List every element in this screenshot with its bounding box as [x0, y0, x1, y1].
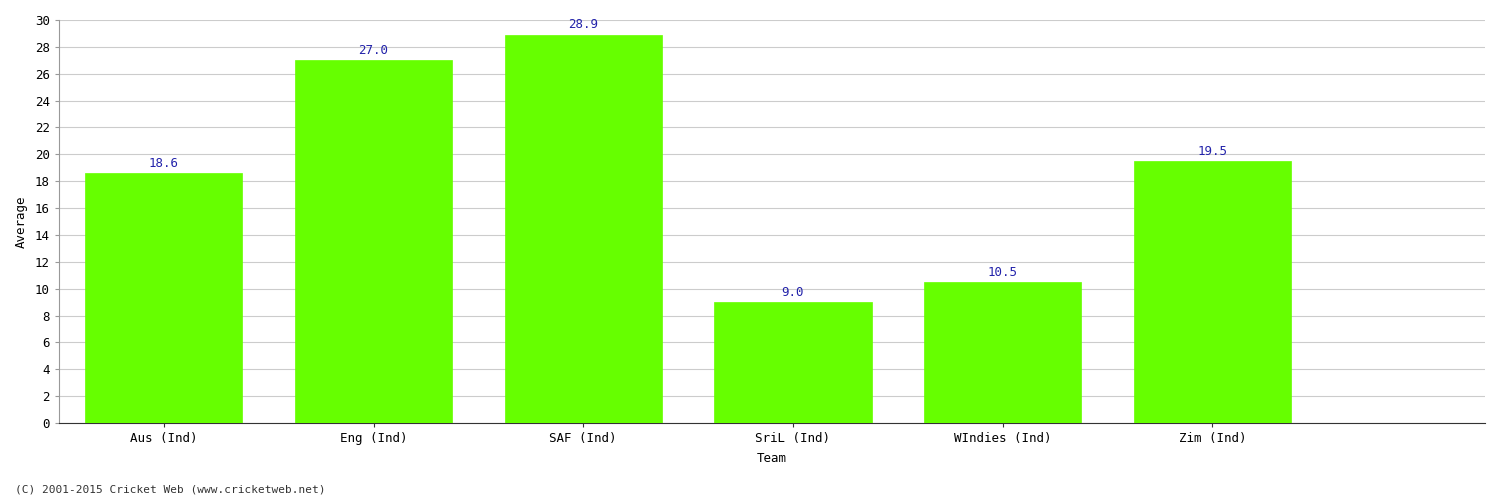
Text: 10.5: 10.5: [987, 266, 1017, 278]
Text: 9.0: 9.0: [782, 286, 804, 299]
Y-axis label: Average: Average: [15, 196, 28, 248]
Bar: [714, 302, 872, 423]
Text: (C) 2001-2015 Cricket Web (www.cricketweb.net): (C) 2001-2015 Cricket Web (www.cricketwe…: [15, 485, 326, 495]
Bar: [504, 35, 662, 423]
Text: 18.6: 18.6: [148, 157, 178, 170]
Bar: [296, 60, 452, 423]
Bar: [86, 173, 243, 423]
Text: 19.5: 19.5: [1197, 144, 1227, 158]
X-axis label: Team: Team: [758, 452, 788, 465]
Bar: [1134, 161, 1292, 423]
Bar: [924, 282, 1082, 423]
Text: 28.9: 28.9: [568, 18, 598, 32]
Text: 27.0: 27.0: [358, 44, 388, 57]
